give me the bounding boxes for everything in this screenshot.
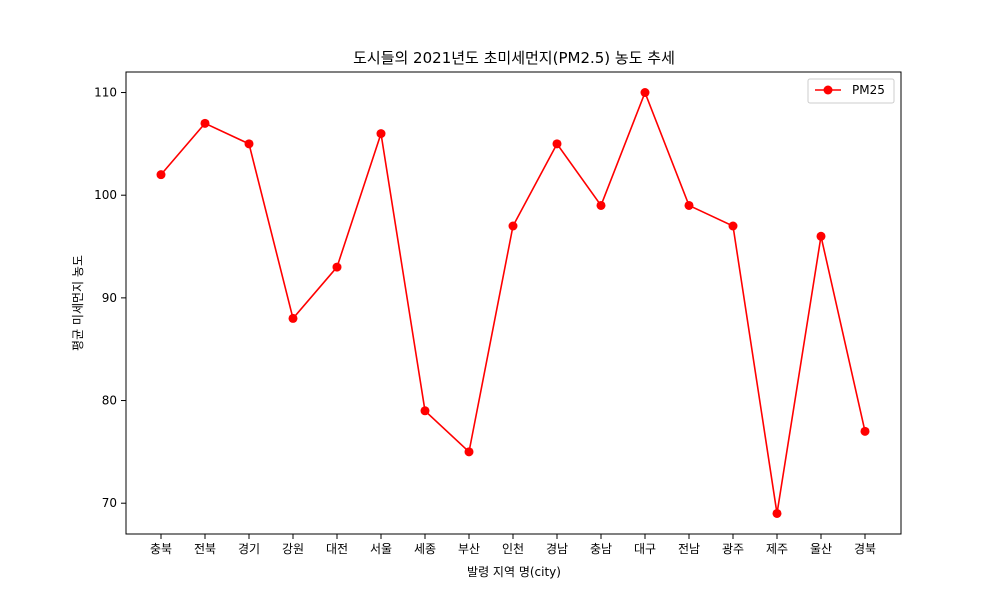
x-tick-label: 경남 <box>546 542 568 556</box>
y-axis-label: 평균 미세먼지 농도 <box>71 255 85 351</box>
series-layer <box>156 88 870 518</box>
series-line <box>160 90 866 514</box>
x-tick-label: 경북 <box>854 542 876 556</box>
data-point <box>244 139 254 149</box>
data-point <box>772 508 782 518</box>
data-point <box>156 170 166 180</box>
y-tick-label: 80 <box>102 394 117 408</box>
x-tick-label: 울산 <box>810 542 832 556</box>
y-tick-label: 100 <box>94 188 117 202</box>
x-tick-label: 광주 <box>722 542 744 556</box>
x-tick-label: 경기 <box>238 542 260 556</box>
chart-title: 도시들의 2021년도 초미세먼지(PM2.5) 농도 추세 <box>353 49 675 67</box>
x-tick-label: 강원 <box>282 542 304 556</box>
data-point <box>200 118 210 128</box>
data-point <box>420 406 430 416</box>
legend-box <box>807 78 895 104</box>
y-tick-label: 90 <box>102 291 117 305</box>
x-tick-label: 충북 <box>150 542 172 556</box>
data-point <box>288 313 298 323</box>
data-point <box>332 262 342 272</box>
data-point <box>816 231 826 241</box>
x-tick-label: 서울 <box>370 542 392 556</box>
x-axis: 충북 전북 경기 강원 대전 서울 세종 부산 인천 경남 충남 대구 전남 광주 제주 울산 경북 <box>150 534 876 556</box>
data-point <box>596 200 606 210</box>
y-tick-label: 110 <box>94 86 117 100</box>
data-point <box>860 426 870 436</box>
x-tick-label: 전북 <box>194 542 216 556</box>
legend: PM25 <box>807 78 895 104</box>
x-axis-label: 발령 지역 명(city) <box>467 565 561 579</box>
data-point <box>728 221 738 231</box>
data-point <box>552 139 562 149</box>
x-tick-label: 부산 <box>458 542 480 556</box>
y-tick-label: 70 <box>102 496 117 510</box>
data-point <box>640 88 650 98</box>
data-point <box>464 447 474 457</box>
data-point <box>508 221 518 231</box>
legend-label-pm25: PM25 <box>852 83 885 97</box>
x-tick-label: 세종 <box>414 542 436 556</box>
x-tick-label: 대전 <box>326 542 348 556</box>
data-point <box>684 200 694 210</box>
x-tick-label: 전남 <box>678 542 700 556</box>
x-tick-label: 충남 <box>590 542 612 556</box>
x-tick-label: 대구 <box>634 542 656 556</box>
x-tick-label: 인천 <box>502 541 524 556</box>
legend-marker <box>823 85 833 95</box>
data-point <box>376 129 386 139</box>
y-axis: 70 80 90 100 110 <box>94 86 126 510</box>
x-tick-label: 제주 <box>766 542 788 556</box>
